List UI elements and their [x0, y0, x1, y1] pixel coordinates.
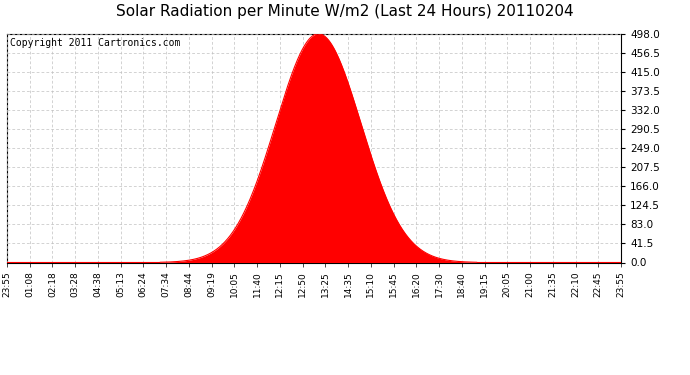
- Text: Copyright 2011 Cartronics.com: Copyright 2011 Cartronics.com: [10, 38, 180, 48]
- Text: Solar Radiation per Minute W/m2 (Last 24 Hours) 20110204: Solar Radiation per Minute W/m2 (Last 24…: [116, 4, 574, 19]
